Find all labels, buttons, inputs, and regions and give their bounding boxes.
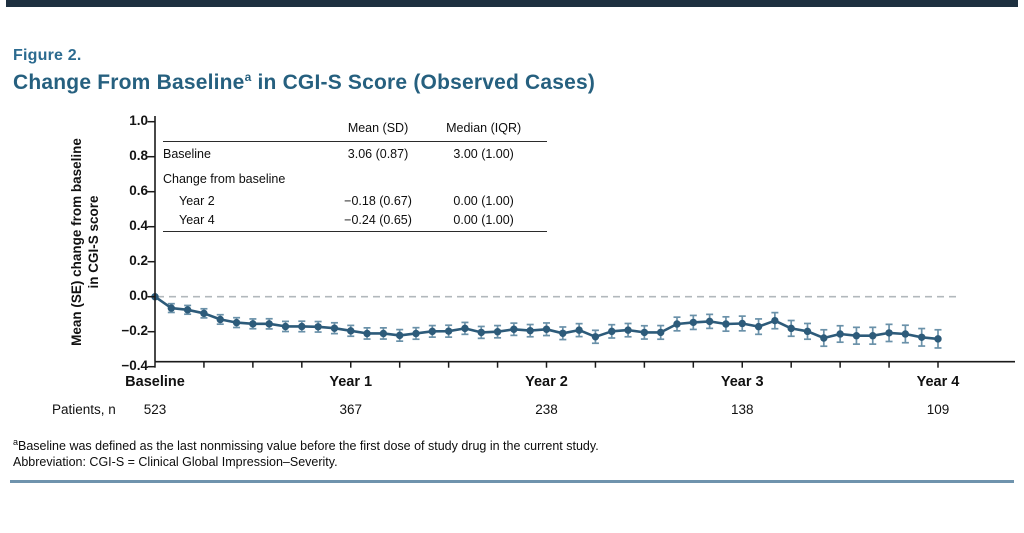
table-row-baseline: Baseline 3.06 (0.87) 3.00 (1.00) — [163, 141, 547, 167]
data-point — [183, 306, 192, 314]
data-point — [575, 326, 583, 334]
data-point — [901, 330, 910, 338]
data-point — [738, 319, 746, 328]
year2-median-iqr: 0.00 (1.00) — [453, 193, 514, 208]
data-point — [689, 318, 698, 327]
table-row-change-from-baseline: Change from baseline — [163, 167, 547, 191]
title-superscript: a — [244, 70, 252, 84]
data-point — [444, 327, 453, 335]
figure-title-text: Change From Baseline — [13, 71, 245, 94]
data-point — [885, 329, 893, 337]
data-point — [820, 334, 828, 342]
baseline-median-iqr: 3.00 (1.00) — [453, 147, 514, 162]
inset-stats-table: Mean (SD) Median (IQR) Baseline 3.06 (0.… — [163, 116, 547, 232]
data-point — [249, 320, 257, 328]
footnote-1-text: Baseline was defined as the last nonmiss… — [18, 439, 599, 454]
data-point — [232, 318, 241, 327]
change-mean-empty — [336, 167, 420, 191]
data-point — [559, 329, 567, 337]
footnote-superscript: a — [13, 437, 19, 447]
data-point — [330, 324, 339, 332]
data-point — [869, 332, 877, 340]
data-point — [395, 331, 404, 340]
figure-number-label: Figure 2. — [13, 47, 82, 64]
data-point — [363, 329, 371, 338]
top-accent-bar — [6, 0, 1018, 7]
data-point — [265, 320, 273, 328]
data-point — [510, 325, 518, 333]
row-label-year2: Year 2 — [179, 193, 215, 208]
table-header-empty — [163, 116, 336, 141]
year2-mean-sd: −0.18 (0.67) — [344, 193, 412, 208]
data-point — [608, 327, 616, 336]
data-point — [542, 325, 551, 333]
data-point — [624, 326, 632, 334]
data-point — [852, 332, 861, 340]
data-point — [200, 309, 208, 318]
data-point — [934, 335, 942, 343]
row-label-change-from-baseline: Change from baseline — [163, 172, 286, 186]
data-point — [640, 328, 649, 337]
table-row-year4: Year 4 −0.24 (0.65) 0.00 (1.00) — [163, 210, 547, 231]
data-point — [314, 323, 322, 331]
data-point — [591, 333, 600, 341]
change-median-empty — [420, 167, 547, 191]
figure-title: Change From Baselinea in CGI-S Score (Ob… — [13, 70, 595, 95]
table-header-mean-sd: Mean (SD) — [347, 121, 409, 136]
data-point — [412, 329, 420, 338]
row-label-baseline: Baseline — [163, 147, 211, 162]
data-point — [705, 317, 714, 326]
table-row-year2: Year 2 −0.18 (0.67) 0.00 (1.00) — [163, 191, 547, 210]
data-point — [673, 320, 681, 328]
data-point — [477, 328, 485, 337]
data-point — [428, 327, 437, 336]
data-point — [722, 320, 730, 328]
data-point — [917, 333, 926, 341]
data-point — [836, 330, 844, 338]
data-point — [787, 324, 795, 333]
table-header-row: Mean (SD) Median (IQR) — [163, 116, 547, 141]
data-point — [526, 326, 534, 335]
footnote-abbreviation: Abbreviation: CGI-S = Clinical Global Im… — [13, 455, 338, 469]
data-point — [656, 328, 665, 337]
bottom-accent-rule — [10, 480, 1014, 483]
data-point — [461, 324, 469, 333]
row-label-year4: Year 4 — [179, 213, 215, 228]
data-point — [347, 327, 355, 335]
footnote-baseline-definition: aBaseline was defined as the last nonmis… — [13, 437, 599, 453]
data-point — [298, 322, 306, 331]
year4-mean-sd: −0.24 (0.65) — [344, 213, 412, 228]
baseline-mean-sd: 3.06 (0.87) — [347, 147, 409, 162]
data-point — [754, 322, 763, 331]
figure-title-text-2: in CGI-S Score (Observed Cases) — [251, 71, 596, 94]
data-point — [167, 304, 176, 312]
data-point — [379, 329, 388, 338]
data-point — [803, 327, 812, 336]
data-point — [771, 316, 779, 325]
data-point — [493, 328, 502, 336]
year4-median-iqr: 0.00 (1.00) — [453, 213, 514, 228]
data-point — [216, 315, 224, 324]
data-point — [281, 322, 290, 331]
table-header-median-iqr: Median (IQR) — [446, 121, 522, 136]
